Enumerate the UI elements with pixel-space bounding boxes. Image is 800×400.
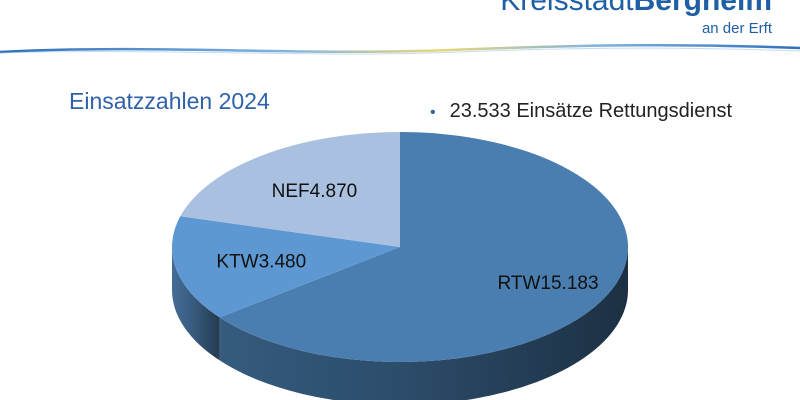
logo-subtitle: an der Erft bbox=[701, 20, 772, 37]
logo-wordmark: KreisstadtBergheim bbox=[500, 0, 772, 18]
pie-label-ktw: KTW3.480 bbox=[216, 252, 306, 273]
logo-part-1: Kreisstadt bbox=[500, 0, 634, 17]
pie-slice-ktw bbox=[172, 216, 400, 318]
pie-label-rtw: RTW15.183 bbox=[497, 273, 598, 294]
pie-side-ktw bbox=[172, 247, 220, 361]
pie-label-nef: NEF4.870 bbox=[272, 181, 358, 202]
header-wave-divider bbox=[0, 43, 800, 55]
slide-title: Einsatzzahlen 2024 bbox=[69, 88, 270, 114]
summary-bullet: • 23.533 Einsätze Rettungsdienst bbox=[430, 100, 732, 123]
logo-part-2: Bergheim bbox=[633, 0, 772, 17]
bullet-dot-icon: • bbox=[430, 104, 436, 121]
pie-side-rtw bbox=[219, 247, 628, 400]
pie-slice-rtw bbox=[219, 132, 628, 363]
summary-text: 23.533 Einsätze Rettungsdienst bbox=[449, 100, 733, 122]
pie-slice-nef bbox=[180, 132, 400, 247]
city-logo: KreisstadtBergheim an der Erft bbox=[500, 0, 772, 37]
